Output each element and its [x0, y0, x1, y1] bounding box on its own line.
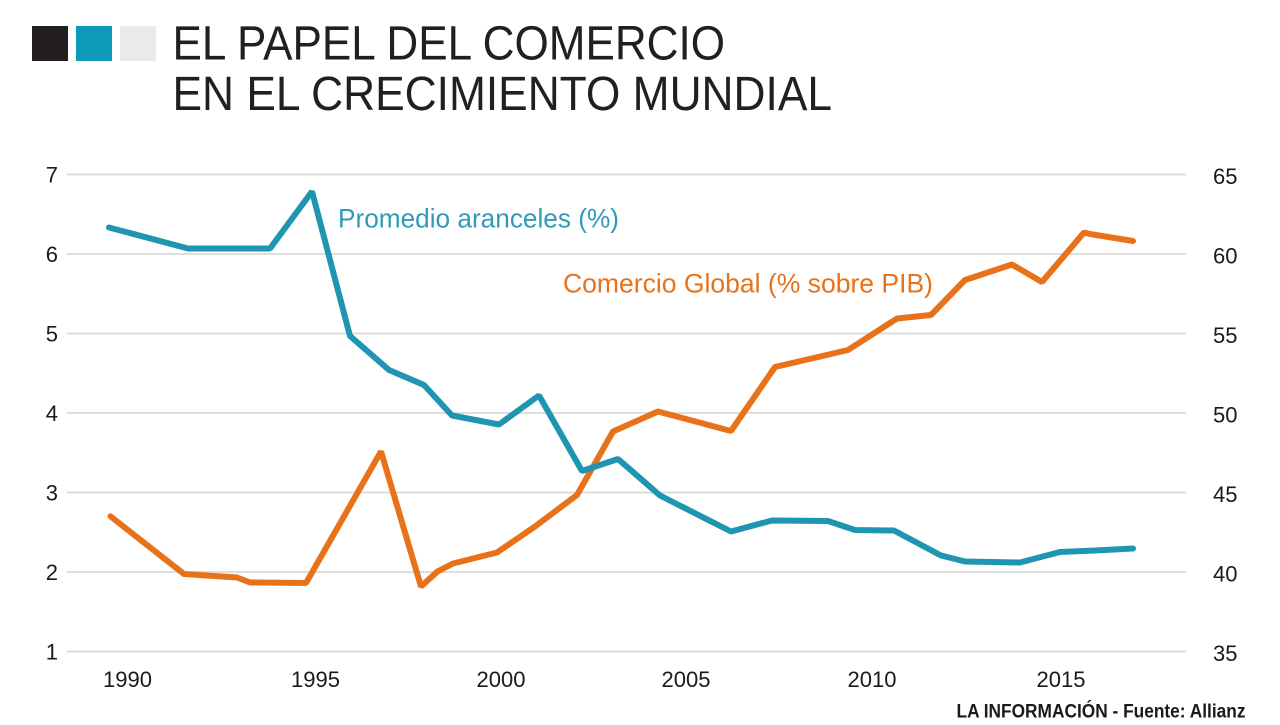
- svg-text:6: 6: [46, 242, 58, 267]
- svg-text:3: 3: [46, 481, 58, 506]
- svg-text:5: 5: [46, 322, 58, 347]
- svg-text:2005: 2005: [662, 667, 711, 692]
- svg-text:35: 35: [1213, 641, 1237, 666]
- svg-text:65: 65: [1213, 164, 1237, 189]
- svg-text:2015: 2015: [1037, 667, 1086, 692]
- svg-text:1990: 1990: [103, 667, 152, 692]
- svg-text:EL PAPEL DEL COMERCIO: EL PAPEL DEL COMERCIO: [173, 18, 726, 71]
- svg-text:Promedio aranceles (%): Promedio aranceles (%): [338, 203, 619, 233]
- svg-text:2: 2: [46, 560, 58, 585]
- svg-text:4: 4: [46, 401, 58, 426]
- svg-text:1995: 1995: [291, 667, 340, 692]
- svg-text:2000: 2000: [477, 667, 526, 692]
- svg-text:LA INFORMACIÓN - Fuente: Allia: LA INFORMACIÓN - Fuente: Allianz: [957, 701, 1246, 721]
- svg-text:55: 55: [1213, 323, 1237, 348]
- svg-text:7: 7: [46, 163, 58, 188]
- svg-text:50: 50: [1213, 403, 1237, 428]
- svg-text:40: 40: [1213, 562, 1237, 587]
- svg-text:45: 45: [1213, 482, 1237, 507]
- svg-text:1: 1: [46, 640, 58, 665]
- svg-text:60: 60: [1213, 244, 1237, 269]
- svg-text:Comercio Global (% sobre PIB): Comercio Global (% sobre PIB): [563, 269, 933, 299]
- svg-text:2010: 2010: [848, 667, 897, 692]
- svg-text:EN EL CRECIMIENTO MUNDIAL: EN EL CRECIMIENTO MUNDIAL: [173, 68, 833, 121]
